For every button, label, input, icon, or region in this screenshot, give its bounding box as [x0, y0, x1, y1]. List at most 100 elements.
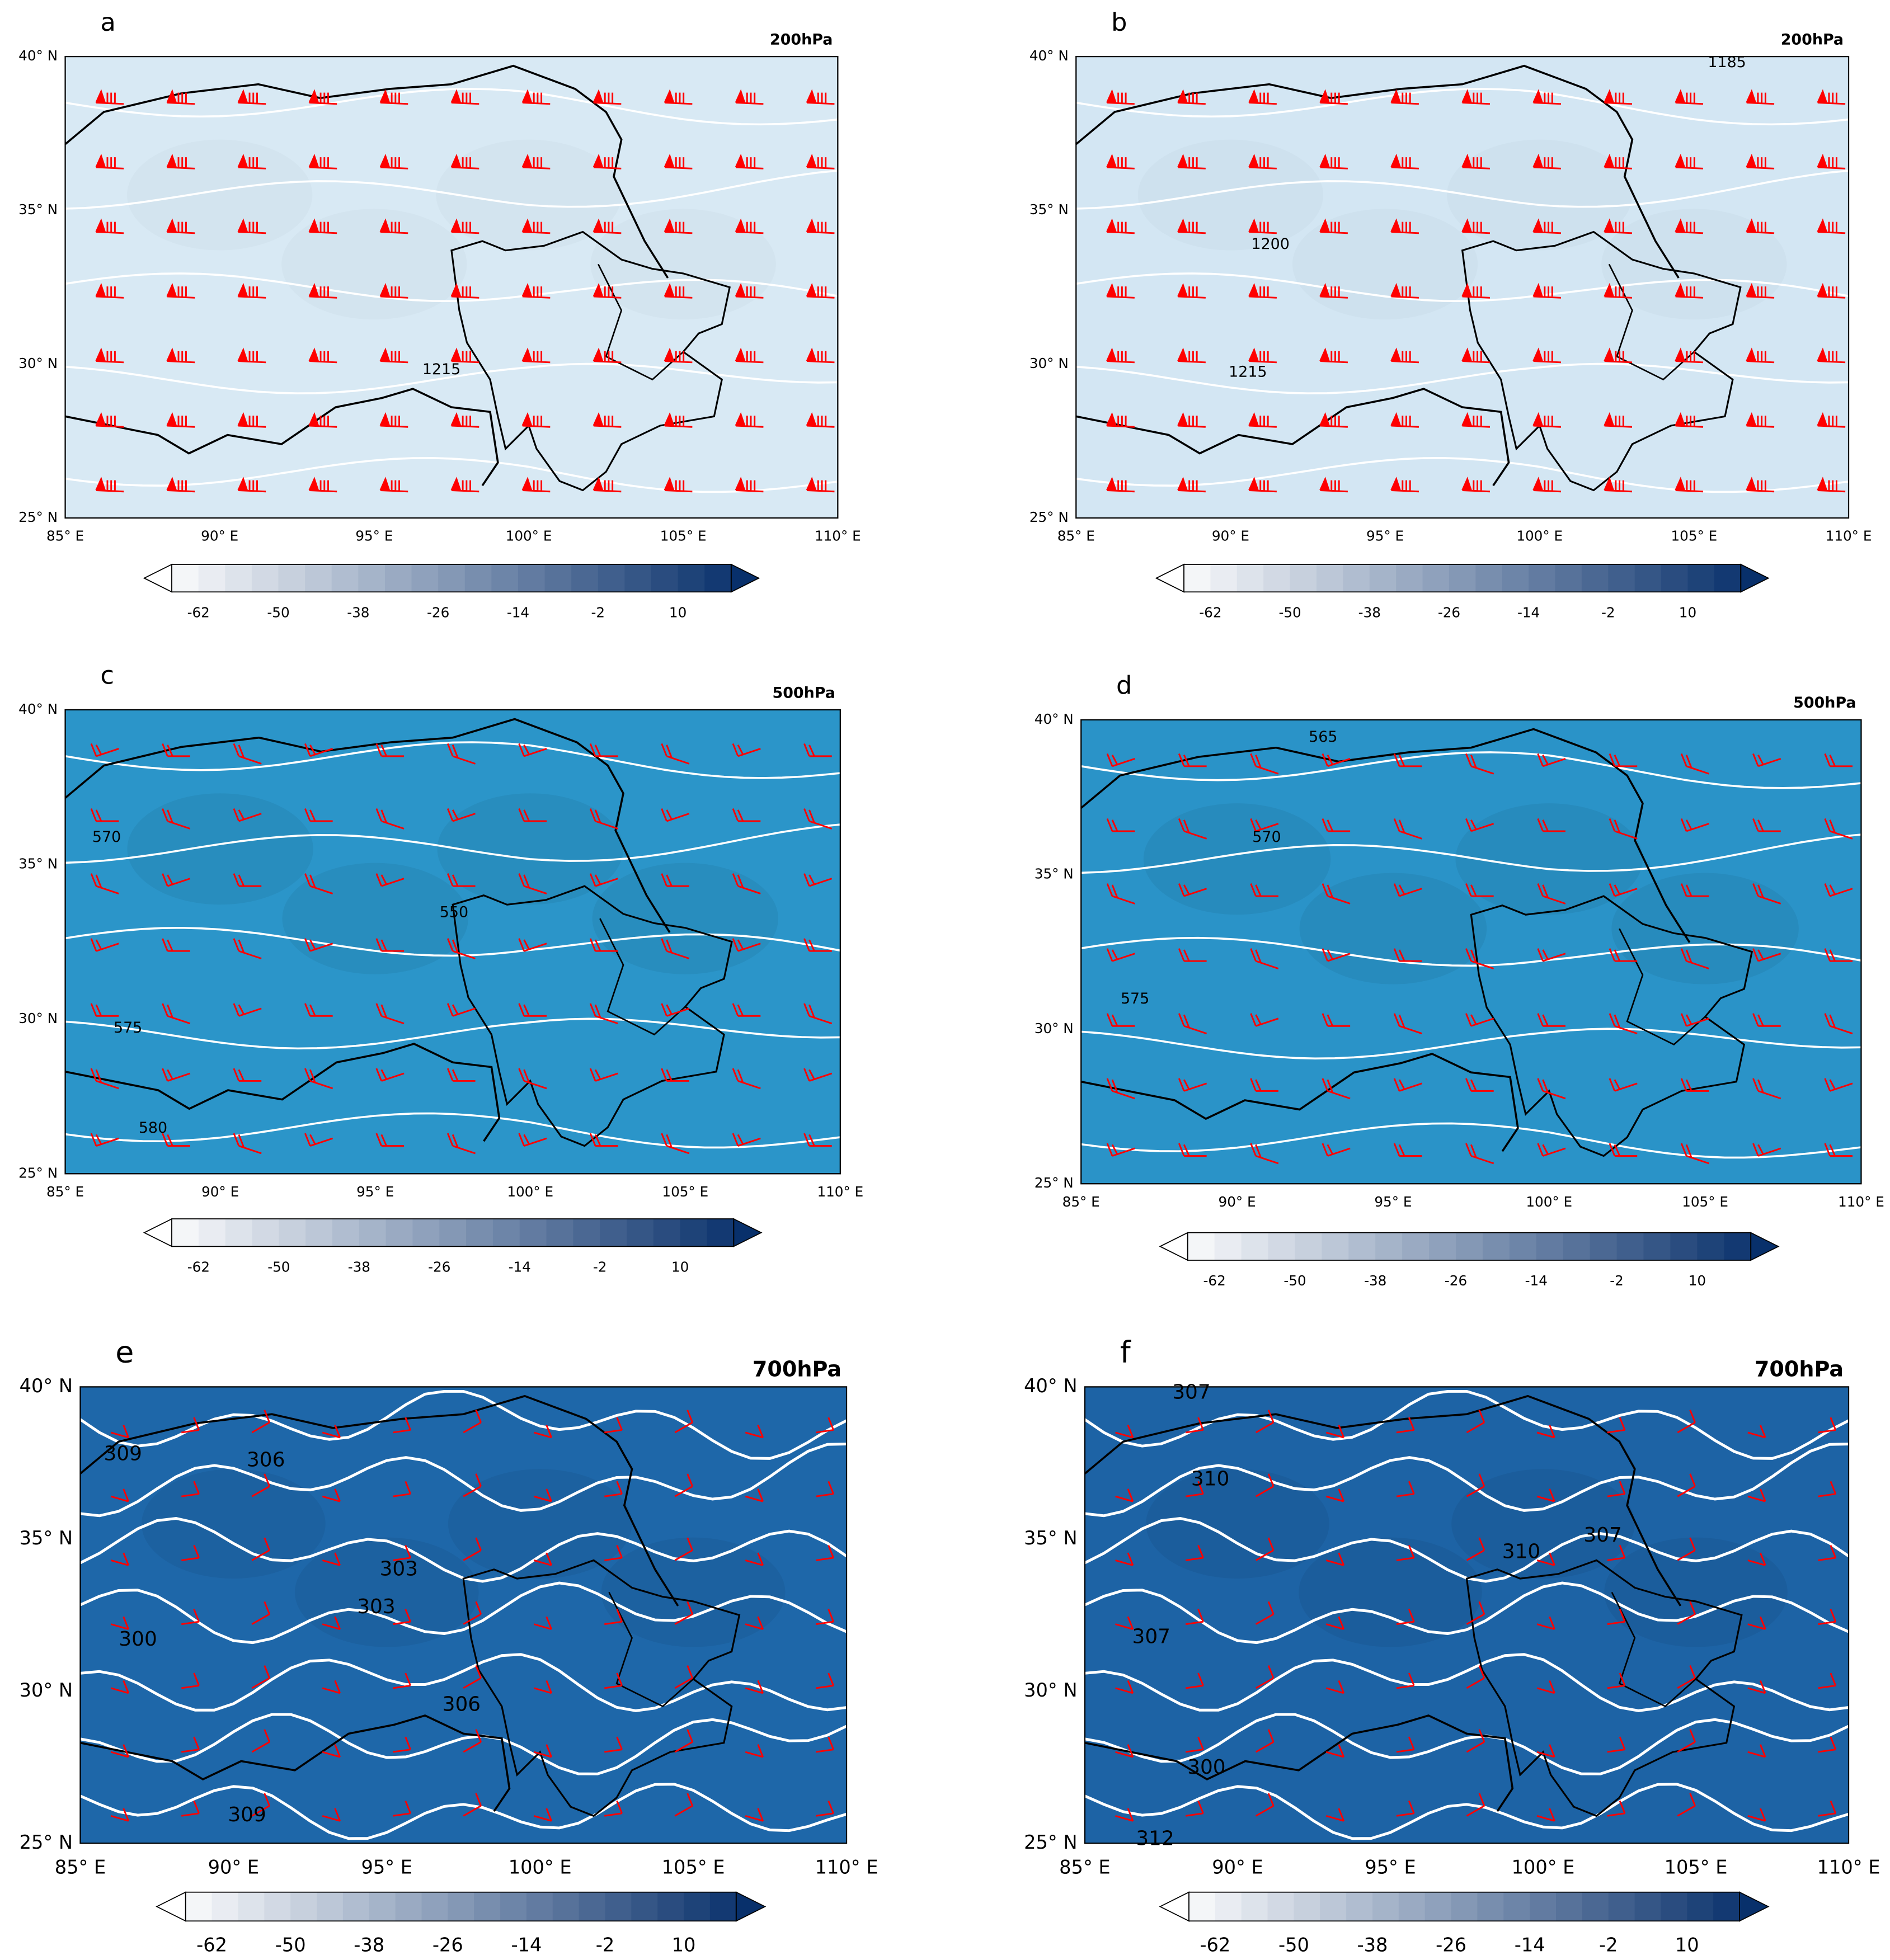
wind-barb	[233, 743, 262, 765]
wind-barb	[806, 218, 835, 234]
map-panel: 309 306 303 303 300 306 309 e 700hPa 40° N 35° N 30…	[20, 1335, 878, 1956]
wind-barb	[533, 1744, 552, 1758]
wind-barb	[251, 1793, 270, 1817]
wind-barb	[674, 1410, 693, 1434]
wind-barb	[1466, 1473, 1485, 1497]
contour-label: 300	[119, 1628, 157, 1651]
colorbar-tick-label: -50	[267, 604, 289, 620]
shading-patch	[592, 863, 779, 974]
wind-barb	[393, 1672, 411, 1689]
wind-barb	[1532, 282, 1562, 299]
wind-barb	[1248, 89, 1277, 105]
wind-barb	[233, 873, 262, 887]
wind-barb	[735, 347, 764, 364]
wind-barb	[304, 938, 333, 952]
wind-barb	[1680, 818, 1709, 832]
colorbar-min-arrow	[156, 1891, 186, 1922]
colorbar-frame	[171, 564, 732, 593]
wind-barb	[1532, 89, 1562, 105]
colorbar-swatch	[1422, 564, 1450, 592]
lon-tick-label: 85° E	[1059, 1857, 1110, 1878]
wind-barb	[1325, 1488, 1345, 1502]
province-border	[1608, 263, 1695, 381]
wind-barb	[1185, 1672, 1204, 1689]
colorbar-swatch	[1714, 564, 1741, 592]
wind-barb	[95, 218, 124, 234]
wind-barb	[304, 1133, 333, 1147]
contour-label: 303	[380, 1558, 418, 1581]
lat-tick-label: 40° N	[1029, 48, 1069, 64]
wind-barb	[732, 1068, 761, 1090]
colorbar-swatch	[1530, 1892, 1557, 1921]
wind-barb	[1250, 818, 1279, 832]
contour-line	[1076, 362, 1849, 394]
wind-barb	[745, 1808, 764, 1822]
lat-tick-label: 25° N	[20, 1831, 73, 1853]
lon-tick-label: 90° E	[1212, 528, 1249, 544]
wind-barb	[1746, 153, 1775, 169]
wind-barb	[1532, 218, 1562, 234]
colorbar-swatch	[252, 1219, 280, 1247]
wind-barb	[604, 1481, 623, 1497]
colorbar-swatch	[278, 564, 305, 592]
colorbar-swatch	[305, 1219, 333, 1247]
wind-barb	[1106, 282, 1135, 299]
wind-barb	[1255, 1410, 1275, 1434]
lat-tick-label: 40° N	[18, 701, 58, 717]
wind-barb	[1250, 1143, 1279, 1165]
lon-tick-label: 105° E	[1665, 1857, 1728, 1878]
wind-barb	[166, 153, 195, 169]
colorbar-tick-label: -38	[348, 1259, 370, 1275]
wind-barb	[593, 282, 622, 299]
wind-barb	[1248, 347, 1277, 364]
colorbar-swatch	[317, 1892, 344, 1921]
wind-barb	[518, 1068, 547, 1090]
border	[79, 1394, 679, 1606]
colorbar-swatch	[657, 1892, 684, 1921]
wind-barb	[816, 1736, 834, 1753]
wind-barb	[95, 412, 124, 428]
colorbar-swatch	[1529, 564, 1556, 592]
wind-barb	[1106, 1078, 1135, 1100]
colorbar-max-arrow	[1740, 563, 1770, 593]
wind-barb	[1461, 477, 1491, 493]
contour-label: 1185	[1708, 54, 1746, 71]
lon-tick-label: 95° E	[356, 1184, 394, 1200]
wind-barb	[1325, 1808, 1345, 1822]
wind-barb	[110, 1744, 129, 1758]
lon-tick-label: 90° E	[1212, 1857, 1263, 1878]
wind-barb	[446, 873, 476, 887]
wind-barb	[806, 477, 835, 493]
wind-barb	[162, 808, 191, 830]
wind-barb	[1255, 1793, 1275, 1817]
wind-barb	[745, 1424, 764, 1439]
colorbar-swatch	[198, 1219, 226, 1247]
wind-barb	[661, 1133, 690, 1155]
wind-barb	[446, 743, 476, 765]
wind-barb	[1177, 477, 1206, 493]
wind-barb	[589, 938, 618, 952]
lat-tick-label: 30° N	[1024, 1679, 1077, 1701]
wind-barb	[533, 1424, 552, 1439]
colorbar-tick-label: 10	[671, 1259, 689, 1275]
wind-barb	[674, 1601, 693, 1625]
wind-barb	[1677, 1793, 1696, 1817]
wind-barb	[1532, 477, 1562, 493]
wind-barb	[1250, 883, 1278, 897]
wind-barb	[375, 743, 405, 757]
lon-tick-label: 110° E	[1838, 1194, 1884, 1210]
colorbar-swatch	[653, 1219, 681, 1247]
colorbar-swatch	[1210, 564, 1238, 592]
contour-line	[1084, 1581, 1850, 1645]
colorbar-tick-label: -38	[354, 1934, 384, 1956]
lon-tick-label: 85° E	[1062, 1194, 1100, 1210]
panel-label: d	[1116, 671, 1132, 700]
wind-barb	[322, 1744, 341, 1758]
lat-tick-label: 35° N	[1029, 201, 1069, 218]
wind-barb	[166, 282, 195, 299]
colorbar-swatch	[1608, 1892, 1635, 1921]
wind-barb	[95, 89, 124, 105]
pressure-level: 700hPa	[1755, 1357, 1844, 1382]
wind-barb	[1536, 1616, 1555, 1631]
map-panel: 570 550 575 580 c 500hPa 40° N 35° N 30° N 25° N 8…	[18, 661, 863, 1275]
